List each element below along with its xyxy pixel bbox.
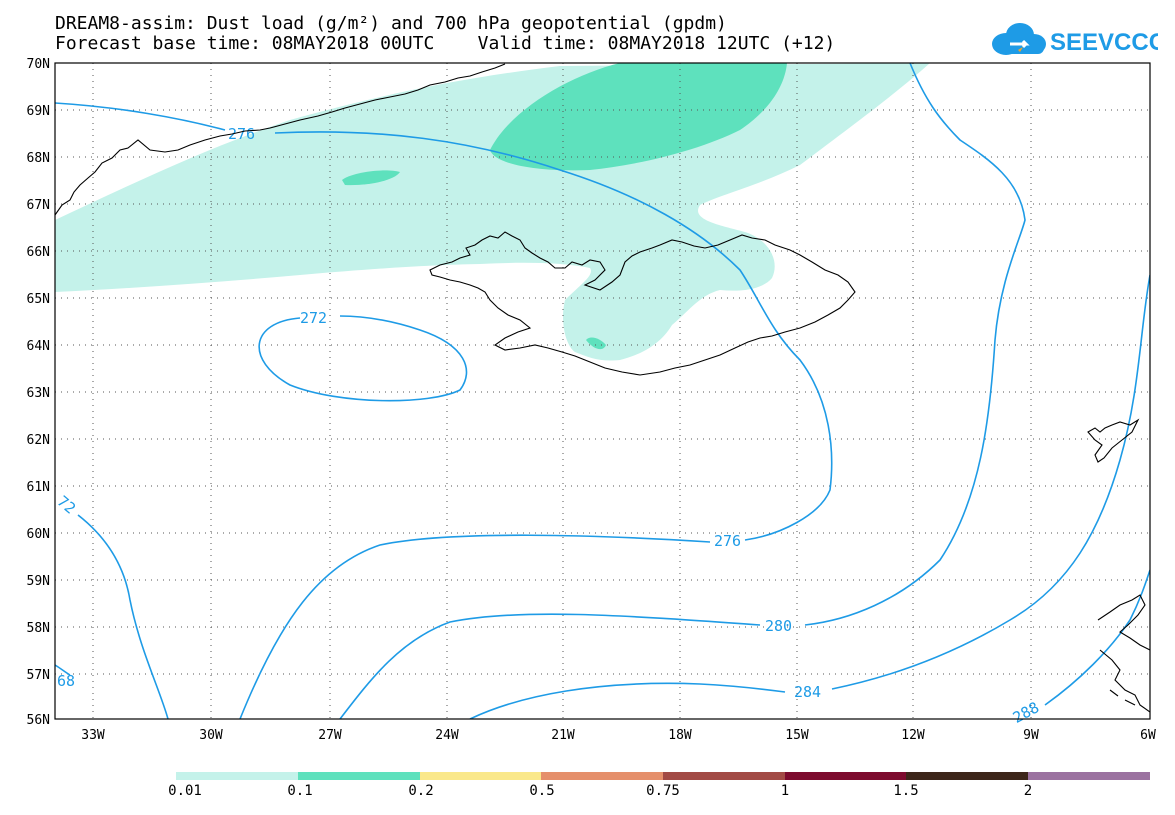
legend-label: 1.5 [893,783,919,799]
greenland-coast [55,63,506,216]
legend-bin [176,772,298,780]
lat-label: 57N [27,668,50,683]
dust-area-medium [490,63,787,171]
lat-label: 68N [27,151,50,166]
contour-276-north [55,102,833,719]
lat-label: 67N [27,198,50,213]
lon-label: 24W [435,728,459,743]
contour-288 [1044,569,1150,706]
lon-label: 33W [81,728,105,743]
coastlines [55,63,1150,713]
faroe-islands [1087,418,1140,463]
legend-bin [663,772,785,780]
lon-label: 12W [901,728,925,743]
forecast-times: Forecast base time: 08MAY2018 00UTC Vali… [55,33,836,54]
legend-bin [785,772,906,780]
longitude-labels: 33W 30W 27W 24W 21W 18W 15W 12W 9W 6W [81,728,1156,743]
legend-label: 1 [780,783,790,799]
legend-label: 0.01 [168,783,202,799]
contour-left-68 [55,664,71,676]
cloud-icon [992,23,1046,55]
geopotential-contours [55,63,1150,719]
lon-label: 18W [668,728,692,743]
dust-legend-bar [176,772,1150,780]
contour-280 [339,63,1026,719]
dust-patch-iceland [586,337,606,350]
lat-label: 65N [27,292,50,307]
legend-label: 0.5 [529,783,555,799]
lat-label: 61N [27,480,50,495]
contour-label: 276 [714,532,741,550]
lat-lon-grid [55,63,1150,719]
seevccc-logo: SEEVCCC [992,23,1158,56]
lat-label: 70N [27,57,50,72]
legend-label: 2 [1023,783,1033,799]
dust-area-light [55,63,930,361]
lat-label: 66N [27,245,50,260]
contour-label: 272 [300,309,327,327]
lat-label: 59N [27,574,50,589]
contour-label: 284 [794,683,821,701]
contour-label: 276 [228,125,255,143]
lon-label: 27W [318,728,342,743]
legend-label: 0.1 [287,783,313,799]
lon-label: 21W [551,728,575,743]
lat-label: 69N [27,104,50,119]
contour-label: 68 [57,672,75,690]
contour-label: 288 [1010,698,1042,727]
legend-label: 0.75 [646,783,680,799]
map-title: DREAM8-assim: Dust load (g/m²) and 700 h… [55,13,727,34]
scotland-coast [1097,594,1150,713]
contour-label: 280 [765,617,792,635]
lon-label: 9W [1023,728,1039,743]
lat-label: 56N [27,713,50,728]
lon-label: 15W [785,728,809,743]
latitude-labels: 70N 69N 68N 67N 66N 65N 64N 63N 62N 61N … [27,57,50,728]
lat-label: 60N [27,527,50,542]
lat-label: 64N [27,339,50,354]
contour-272-oval [258,315,468,402]
dust-patch-small [342,170,400,186]
legend-bin [541,772,663,780]
lon-label: 6W [1140,728,1156,743]
legend-label: 0.2 [408,783,434,799]
contour-label: 72 [54,492,79,517]
legend-bin [298,772,420,780]
legend-bin [1028,772,1150,780]
lat-label: 62N [27,433,50,448]
legend-bin [420,772,541,780]
lat-label: 63N [27,386,50,401]
lat-label: 58N [27,621,50,636]
logo-text: SEEVCCC [1050,29,1158,56]
contour-284 [469,274,1150,719]
contour-left-72 [77,514,169,719]
map-frame [54,62,1151,720]
lon-label: 30W [199,728,223,743]
iceland-coast [429,231,856,376]
legend-bin [906,772,1028,780]
